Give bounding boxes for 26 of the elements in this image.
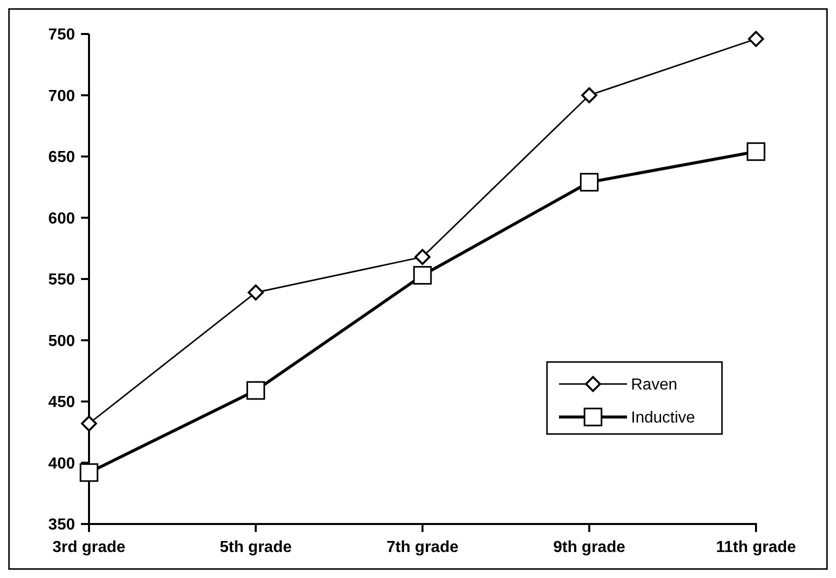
y-tick-label: 750 bbox=[48, 26, 76, 44]
point bbox=[81, 416, 97, 432]
y-tick-label: 600 bbox=[48, 210, 76, 228]
point bbox=[413, 266, 432, 285]
point bbox=[748, 30, 764, 47]
x-tick-label: 5th grade bbox=[220, 539, 292, 556]
y-tick-label: 400 bbox=[48, 455, 76, 472]
x-tick-label: 11th grade bbox=[716, 539, 796, 556]
point bbox=[248, 284, 264, 300]
point bbox=[246, 381, 266, 400]
x-tick-label: 3rd grade bbox=[52, 539, 126, 556]
y-tick-label: 500 bbox=[48, 332, 76, 350]
y-tick-label: 550 bbox=[48, 272, 76, 289]
point bbox=[580, 172, 599, 192]
y-tick-label: 650 bbox=[48, 149, 76, 166]
point bbox=[80, 463, 98, 482]
y-tick-label: 700 bbox=[48, 88, 76, 105]
point bbox=[746, 142, 766, 161]
point bbox=[414, 248, 430, 265]
y-tick-label: 450 bbox=[48, 394, 76, 412]
x-tick-label: 9th grade bbox=[553, 539, 626, 556]
x-tick-label: 7th grade bbox=[386, 539, 459, 556]
legend-label: Inductive bbox=[631, 410, 696, 427]
point bbox=[581, 87, 598, 104]
y-tick-label: 350 bbox=[48, 516, 76, 534]
legend-label: Raven bbox=[631, 376, 678, 394]
